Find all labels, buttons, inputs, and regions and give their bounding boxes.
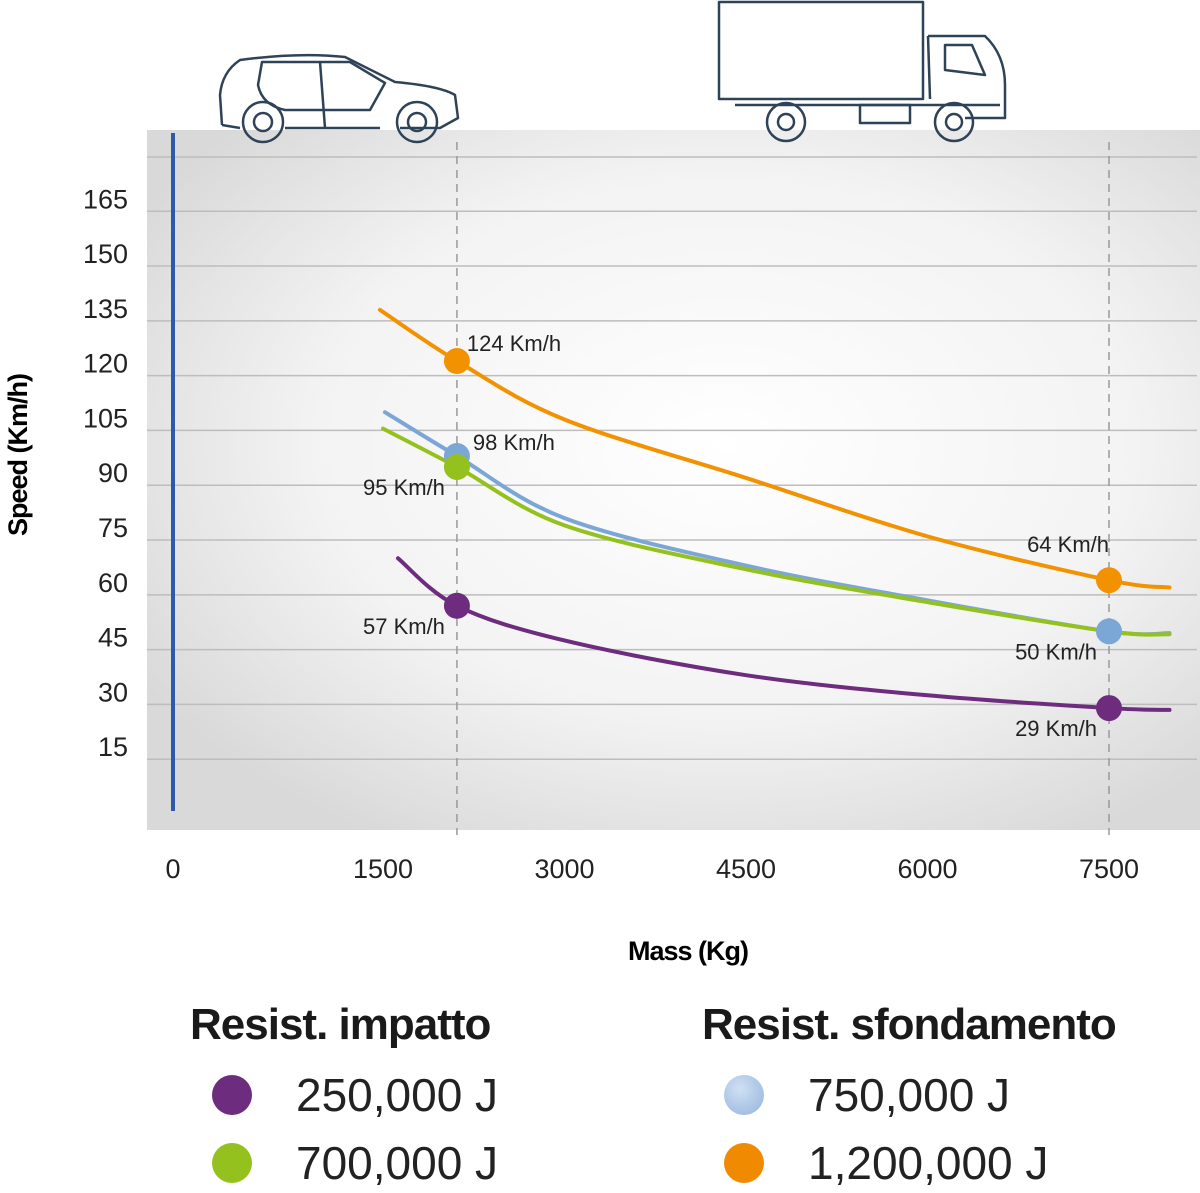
legend-label: 250,000 J <box>296 1069 499 1121</box>
ticks: 15 30 45 60 75 90 105 120 135 150 165 0 1500 3000 4500… <box>83 184 1139 884</box>
data-label: 64 Km/h <box>1027 532 1109 557</box>
data-point <box>443 348 470 375</box>
y-tick-label: 60 <box>98 568 128 598</box>
y-tick-label: 120 <box>83 349 128 379</box>
legend-marker <box>724 1143 764 1183</box>
chart: 15 30 45 60 75 90 105 120 135 150 165 0 1500 3000 4500… <box>3 0 1200 966</box>
y-tick-label: 75 <box>98 513 128 543</box>
legend-item: 1,200,000 J <box>724 1136 1048 1190</box>
data-point <box>1096 567 1122 594</box>
series-line <box>396 556 1172 712</box>
data-point <box>443 592 470 619</box>
y-tick-label: 90 <box>98 458 128 488</box>
data-label: 57 Km/h <box>363 614 445 639</box>
x-tick-label: 6000 <box>897 854 957 884</box>
truck-icon <box>717 0 1007 143</box>
legend-marker <box>724 1075 764 1115</box>
y-tick-label: 30 <box>98 677 128 707</box>
y-tick-label: 45 <box>98 623 128 653</box>
data-point <box>1096 618 1122 645</box>
car-icon <box>218 53 460 144</box>
legend-marker <box>212 1143 252 1183</box>
data-label: 124 Km/h <box>467 331 561 356</box>
legend-label: 700,000 J <box>296 1137 499 1189</box>
x-tick-label: 0 <box>165 854 180 884</box>
legend-label: 1,200,000 J <box>808 1137 1049 1189</box>
plot-background <box>147 130 1200 830</box>
x-tick-label: 1500 <box>353 854 413 884</box>
legend-title-impact: Resist. impatto <box>190 1000 491 1049</box>
y-axis-label: Speed (Km/h) <box>3 374 33 536</box>
series: 124 Km/h 64 Km/h 98 Km/h 50 Km/h 95 Km/h 57 K… <box>363 307 1172 741</box>
legend-item: 750,000 J <box>724 1068 1010 1122</box>
legend-marker <box>212 1075 252 1115</box>
legend-label: 750,000 J <box>808 1069 1011 1121</box>
data-label: 29 Km/h <box>1015 716 1097 741</box>
x-tick-label: 4500 <box>716 854 776 884</box>
legend-title-penetration: Resist. sfondamento <box>702 1000 1117 1049</box>
y-tick-label: 150 <box>83 239 128 269</box>
data-point <box>443 453 470 480</box>
grid <box>147 156 1197 760</box>
legend-item: 700,000 J <box>212 1136 498 1190</box>
data-label: 95 Km/h <box>363 475 445 500</box>
y-tick-label: 135 <box>83 294 128 324</box>
x-tick-label: 3000 <box>534 854 594 884</box>
data-label: 50 Km/h <box>1015 639 1097 664</box>
data-label: 98 Km/h <box>473 430 555 455</box>
legend-item: 250,000 J <box>212 1068 498 1122</box>
x-axis-label: Mass (Kg) <box>628 936 748 966</box>
y-tick-label: 15 <box>98 732 128 762</box>
data-point <box>1096 695 1122 722</box>
y-tick-label: 165 <box>83 184 128 214</box>
x-tick-label: 7500 <box>1079 854 1139 884</box>
y-tick-label: 105 <box>83 403 128 433</box>
